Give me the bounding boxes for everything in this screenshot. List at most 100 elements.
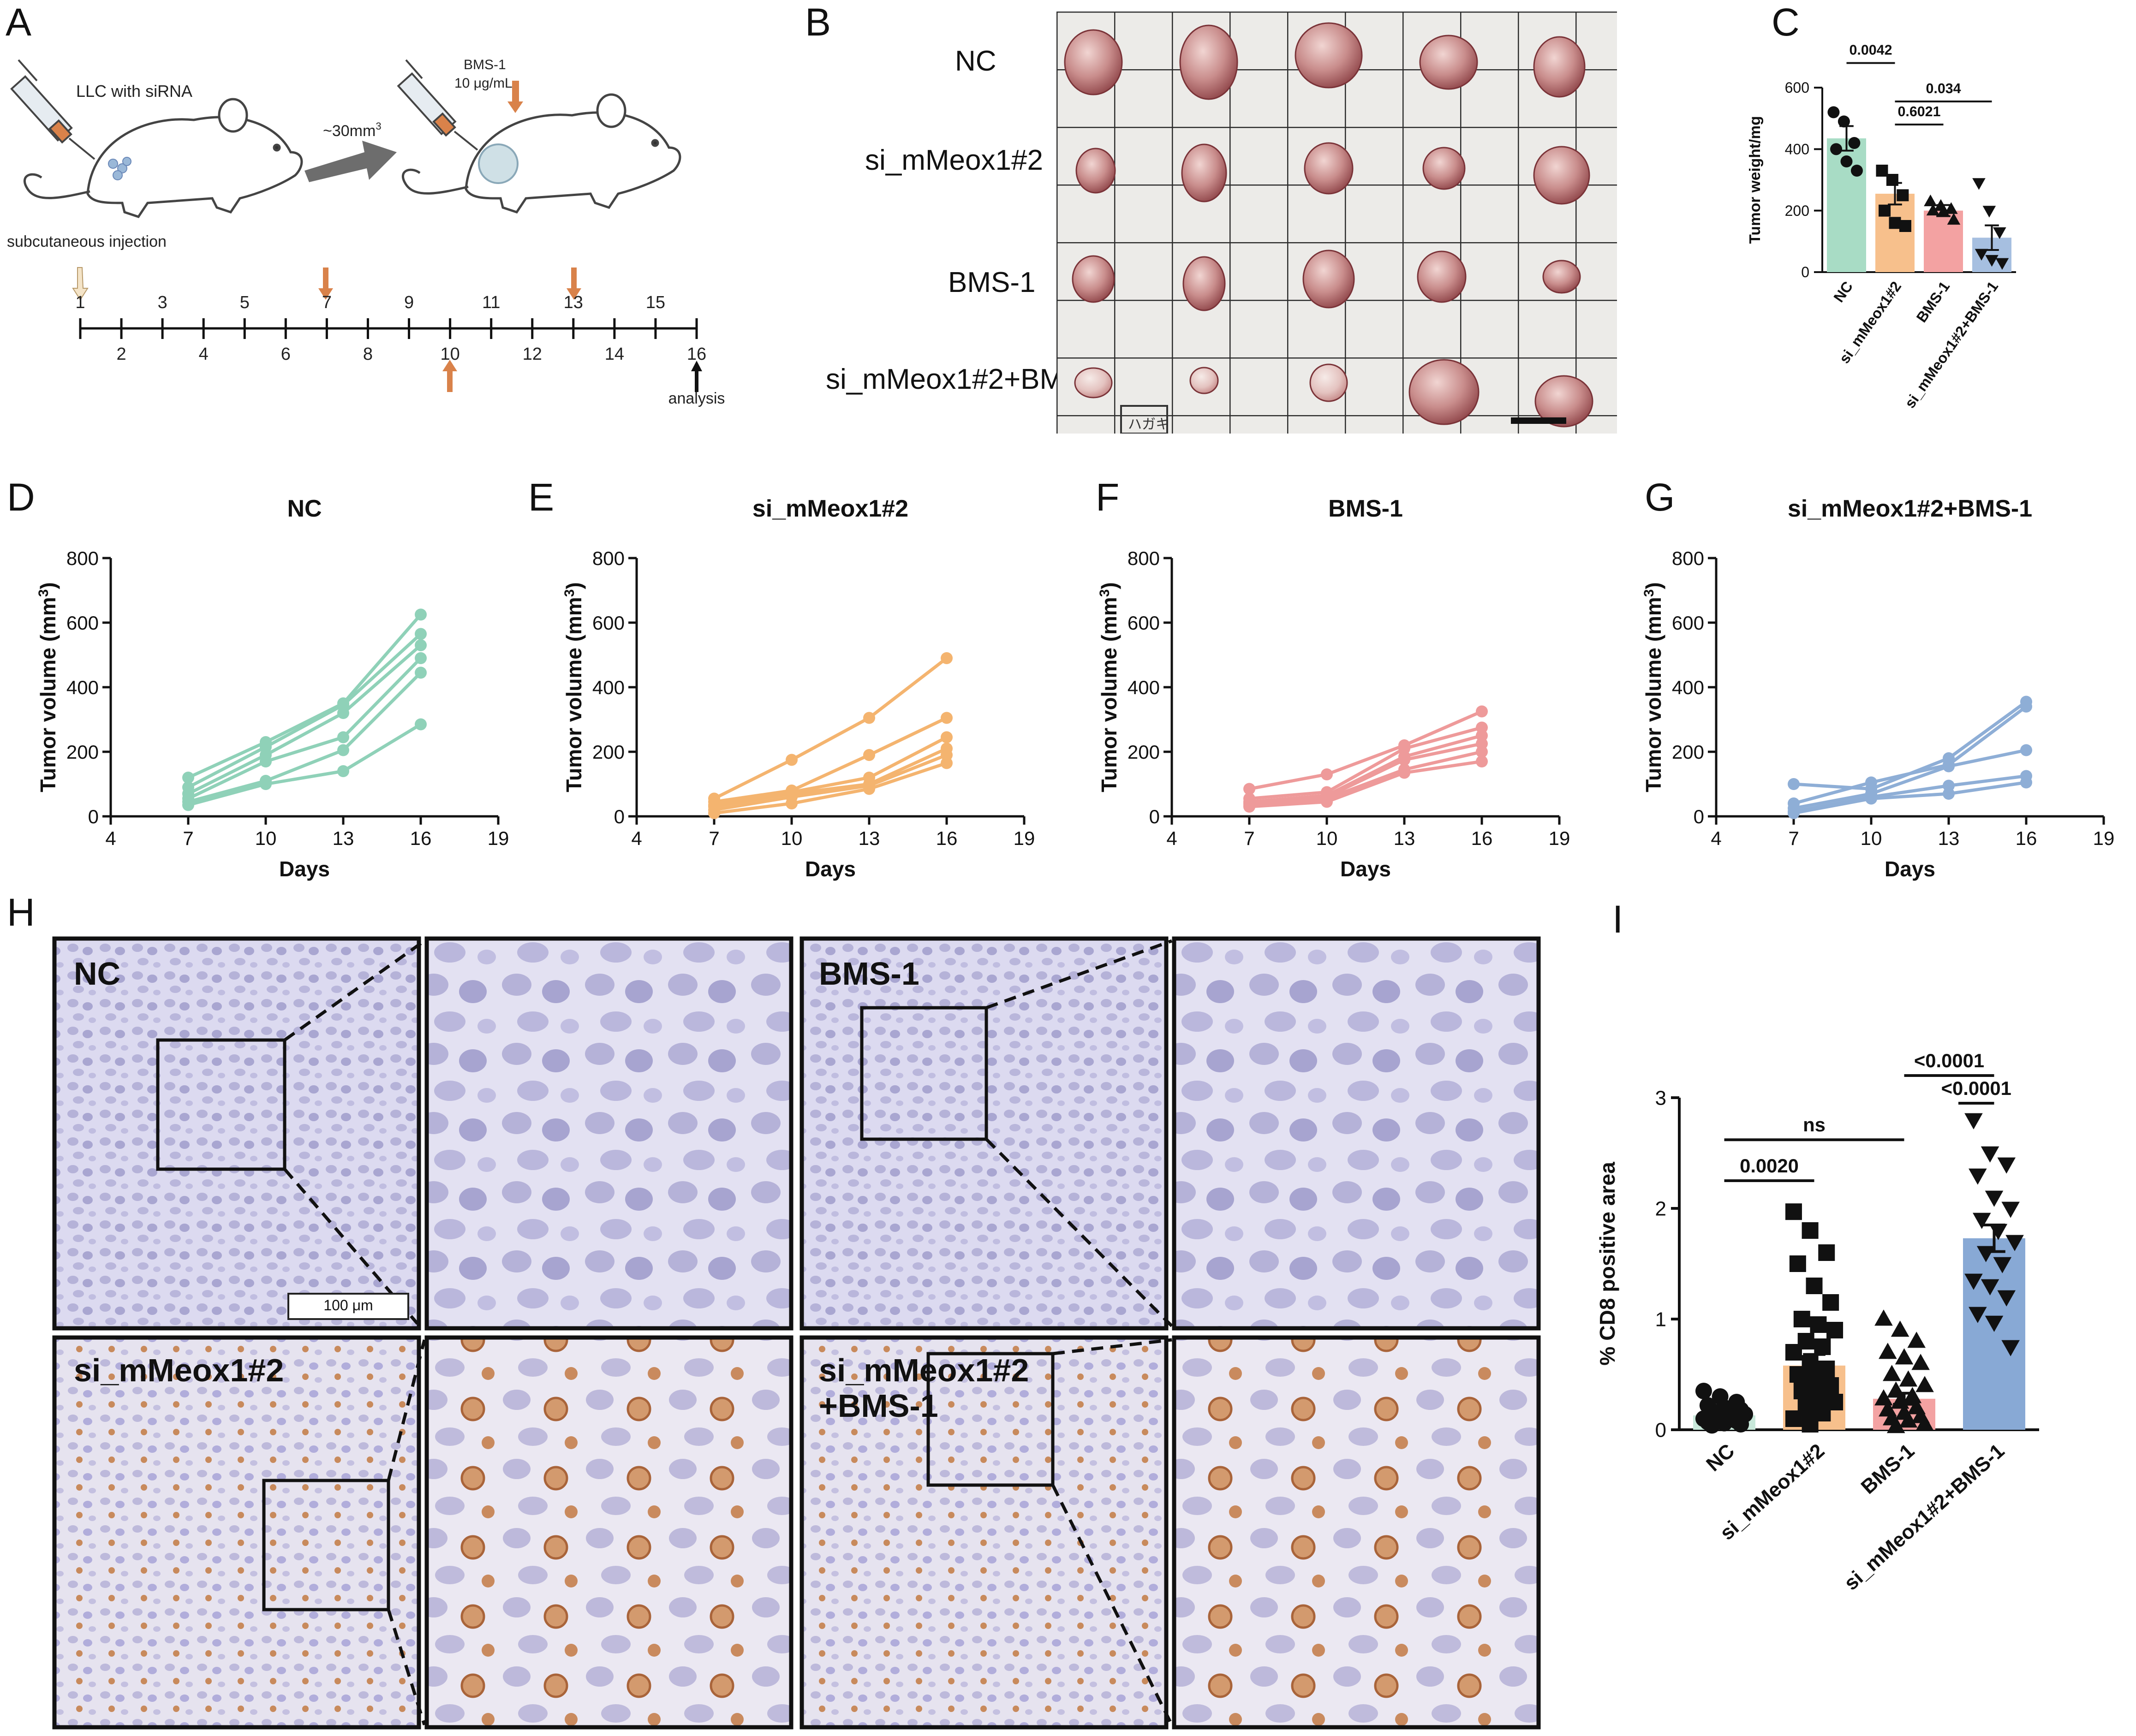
analysis-label: analysis <box>668 390 725 407</box>
significance-label: ns <box>1803 1114 1826 1136</box>
y-tick-label: 3 <box>1655 1087 1666 1109</box>
timeline-label-odd: 13 <box>564 293 583 312</box>
card-text: ハガキ <box>1128 417 1169 432</box>
data-point <box>2020 701 2032 713</box>
y-tick-label: 200 <box>1672 741 1704 763</box>
y-tick-label: 800 <box>1672 547 1704 569</box>
data-point <box>1865 792 1877 805</box>
y-tick-label: 200 <box>66 741 99 763</box>
data-point <box>1993 1257 2012 1273</box>
data-point <box>1895 1348 1914 1365</box>
x-axis-title: Days <box>805 857 856 881</box>
significance-label: 0.034 <box>1926 81 1961 96</box>
x-tick-label: 4 <box>631 827 642 849</box>
significance-label: 0.0042 <box>1850 42 1892 58</box>
x-tick-label: 7 <box>1788 827 1799 849</box>
y-tick-label: 600 <box>66 612 99 634</box>
significance-label: 0.0020 <box>1740 1155 1799 1177</box>
x-tick-label: BMS-1 <box>1857 1439 1919 1498</box>
data-point <box>863 749 875 761</box>
tumor <box>1179 24 1238 100</box>
ihc-label-nc: NC <box>74 956 121 992</box>
x-tick-label: 10 <box>255 827 277 849</box>
data-point <box>1826 1322 1844 1338</box>
drug-arrow-icon <box>507 81 523 113</box>
data-point <box>1793 1311 1810 1327</box>
x-tick-label: 10 <box>781 827 803 849</box>
data-point <box>415 666 427 679</box>
timeline-label-even: 12 <box>523 345 542 364</box>
y-tick-label: 0 <box>88 806 99 827</box>
data-point <box>941 731 953 743</box>
panel-label-i: I <box>1612 898 1623 941</box>
y-tick-label: 200 <box>592 741 625 763</box>
injection-label: subcutaneous injection <box>7 233 167 250</box>
timeline-label-odd: 3 <box>158 293 167 312</box>
data-point <box>1899 1370 1918 1387</box>
mouse-icon <box>24 98 303 218</box>
timeline-label-even: 2 <box>116 345 126 364</box>
mouse-icon <box>402 93 681 214</box>
y-tick-label: 800 <box>66 547 99 569</box>
data-point <box>1899 220 1911 232</box>
syringe2-label-2: 10 μg/mL <box>454 76 513 91</box>
panel-label-e: E <box>528 476 555 519</box>
data-point <box>1997 1157 2016 1174</box>
data-point <box>1785 1203 1802 1220</box>
data-point <box>1789 1366 1806 1383</box>
data-point <box>1398 754 1410 766</box>
series-line <box>1249 710 1483 791</box>
data-point <box>415 718 427 731</box>
data-point <box>1789 1255 1806 1272</box>
tumor <box>1309 363 1348 402</box>
series-line <box>714 761 948 815</box>
series-line <box>1249 750 1482 807</box>
y-axis-title: Tumor volume (mm3) <box>36 582 60 792</box>
x-tick-label: 16 <box>936 827 958 849</box>
ihc-micrographs <box>52 936 1541 1730</box>
x-axis-title: Days <box>279 857 330 881</box>
data-point <box>1822 1294 1839 1311</box>
data-point <box>1879 1343 1897 1359</box>
row-label-si: si_mMeox1#2 <box>865 144 1043 176</box>
y-tick-label: 200 <box>1128 741 1160 763</box>
x-tick-label: 7 <box>709 827 719 849</box>
y-tick-label: 0 <box>1694 806 1704 827</box>
tumor-volume-chart-bms: BMS-1 0 200 400 600 800 4 7 10 13 16 19 Days Tumor vo… <box>1097 495 1570 881</box>
timeline-label-odd: 1 <box>75 293 85 312</box>
syringe2-label-1: BMS-1 <box>464 57 506 72</box>
data-point <box>260 755 272 767</box>
data-point <box>1976 1246 1995 1262</box>
panel-label-a: A <box>6 0 32 44</box>
arrow-label: ~30mm <box>323 122 376 140</box>
y-axis-title: Tumor weight/mg <box>1747 116 1764 244</box>
data-point <box>1993 227 2006 239</box>
x-tick-label: 16 <box>410 827 432 849</box>
tumor <box>1072 255 1115 303</box>
x-tick-label: NC <box>1702 1439 1739 1476</box>
data-point <box>1850 165 1863 177</box>
data-point <box>786 754 798 766</box>
panel-label-d: D <box>7 476 35 519</box>
x-tick-label: 4 <box>105 827 116 849</box>
timeline-label-even: 4 <box>199 345 209 364</box>
series-line <box>187 657 422 800</box>
y-tick-label: 600 <box>1128 612 1160 634</box>
x-tick-label: 4 <box>1166 827 1177 849</box>
significance-label: 0.6021 <box>1898 104 1941 119</box>
syringe-icon <box>397 59 478 151</box>
data-point <box>1945 202 1958 214</box>
data-point <box>1476 755 1488 767</box>
tumor-icon <box>478 143 519 184</box>
data-point <box>2001 1340 2020 1356</box>
ihc-label-si: si_mMeox1#2 <box>74 1352 284 1388</box>
tumor <box>1304 142 1354 195</box>
data-point <box>1398 767 1410 779</box>
tumor <box>1302 250 1355 309</box>
series-line <box>1793 749 2027 810</box>
data-point <box>1830 143 1843 155</box>
series-line <box>714 753 948 812</box>
x-tick-label: BMS-1 <box>1913 278 1953 325</box>
syringe1-label: LLC with siRNA <box>76 82 192 101</box>
